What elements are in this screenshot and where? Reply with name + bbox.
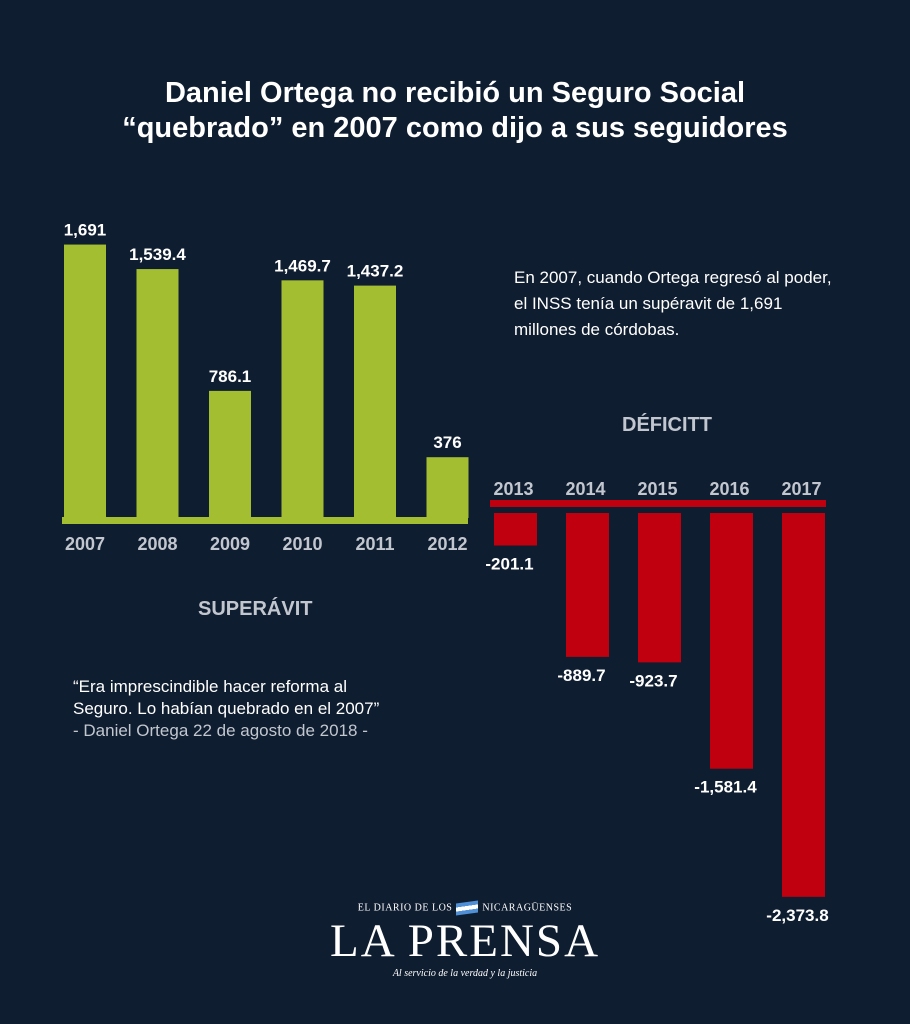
deficit-bar-2015 xyxy=(638,513,681,663)
surplus-value-label-2007: 1,691 xyxy=(64,221,107,240)
surplus-bar-2009 xyxy=(209,390,251,518)
logo-top-line: EL DIARIO DE LOS NICARAGÜENSES xyxy=(300,900,630,916)
surplus-year-label-2012: 2012 xyxy=(427,534,467,554)
surplus-year-label-2011: 2011 xyxy=(355,534,394,554)
deficit-year-label-2017: 2017 xyxy=(781,479,821,499)
quote-block: “Era imprescindible hacer reforma al Seg… xyxy=(73,676,453,742)
surplus-bar-2010 xyxy=(281,280,324,518)
surplus-year-label-2009: 2009 xyxy=(210,534,250,554)
deficit-bar-2014 xyxy=(566,513,609,657)
deficit-axis-line xyxy=(490,500,826,507)
deficit-year-label-2015: 2015 xyxy=(637,479,677,499)
quote-line-1: “Era imprescindible hacer reforma al xyxy=(73,677,347,696)
deficit-value-label-2015: -923.7 xyxy=(629,671,677,690)
logo-tagline: Al servicio de la verdad y la justicia xyxy=(392,968,538,979)
surplus-value-label-2009: 786.1 xyxy=(209,367,252,386)
deficit-value-label-2016: -1,581.4 xyxy=(694,778,757,797)
title-line-1: Daniel Ortega no recibió un Seguro Socia… xyxy=(164,77,746,109)
surplus-bar-2008 xyxy=(136,269,179,518)
superavit-label: SUPERÁVIT xyxy=(198,598,313,620)
logo-top-left: EL DIARIO DE LOS xyxy=(357,902,453,914)
quote-line-2: Seguro. Lo habían quebrado en el 2007” xyxy=(73,699,380,718)
surplus-value-label-2008: 1,539.4 xyxy=(129,245,186,264)
deficit-bar-2013 xyxy=(494,513,537,546)
surplus-value-label-2012: 376 xyxy=(433,433,461,452)
deficit-value-label-2014: -889.7 xyxy=(557,666,605,685)
surplus-year-label-2010: 2010 xyxy=(282,534,322,554)
la-prensa-logo: EL DIARIO DE LOS NICARAGÜENSES LA PRENSA … xyxy=(300,900,630,979)
logo-top-right: NICARAGÜENSES xyxy=(482,902,573,914)
deficit-label: DÉFICITT xyxy=(622,414,712,436)
surplus-bar-2007 xyxy=(64,244,106,518)
note-text: En 2007, cuando Ortega regresó al poder,… xyxy=(514,268,832,339)
deficit-year-label-2016: 2016 xyxy=(709,479,749,499)
surplus-value-label-2011: 1,437.2 xyxy=(347,262,404,281)
title-line-2: “quebrado” en 2007 como dijo a sus segui… xyxy=(122,112,788,144)
surplus-year-label-2008: 2008 xyxy=(137,534,177,554)
surplus-bar-2012 xyxy=(426,457,469,518)
deficit-year-label-2014: 2014 xyxy=(565,479,605,499)
surplus-year-label-2007: 2007 xyxy=(65,534,105,554)
quote-attribution: - Daniel Ortega 22 de agosto de 2018 - xyxy=(73,721,368,740)
surplus-value-label-2010: 1,469.7 xyxy=(274,256,331,275)
deficit-value-label-2013: -201.1 xyxy=(485,555,533,574)
deficit-bar-2016 xyxy=(710,513,753,769)
surplus-bar-2011 xyxy=(354,285,396,518)
logo-name: LA PRENSA xyxy=(329,915,601,967)
surplus-axis-line xyxy=(62,517,468,524)
deficit-value-label-2017: -2,373.8 xyxy=(766,906,828,925)
deficit-year-label-2013: 2013 xyxy=(493,479,533,499)
deficit-bar-2017 xyxy=(782,513,825,897)
chart-title: Daniel Ortega no recibió un Seguro Socia… xyxy=(0,76,910,146)
